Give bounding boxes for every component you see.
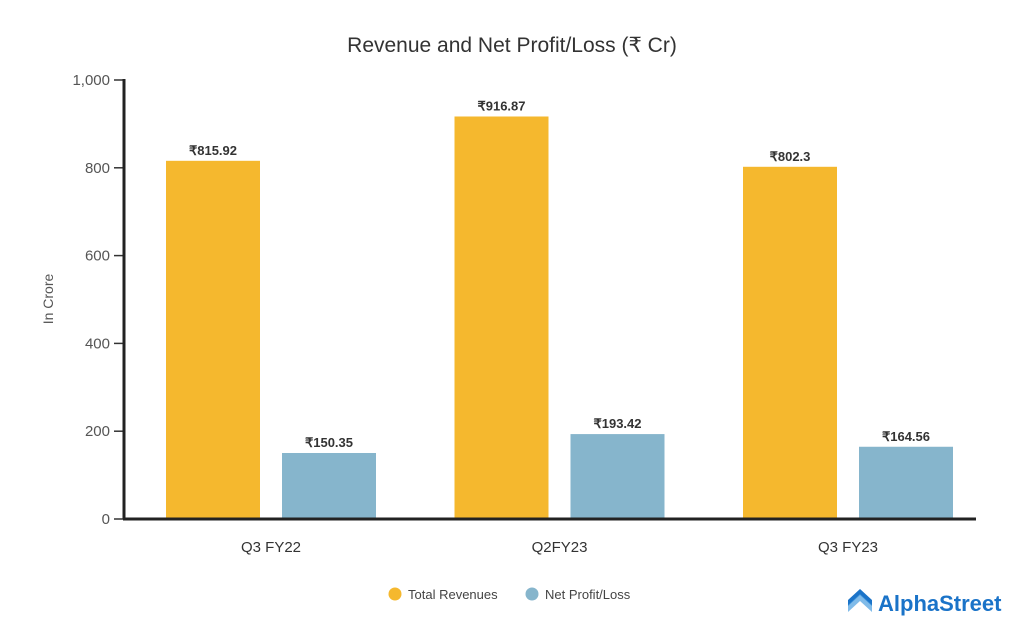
data-label: ₹802.3 bbox=[770, 149, 811, 164]
bar-total-revenues bbox=[743, 166, 837, 520]
bar-net-profit-loss bbox=[570, 434, 665, 519]
chart-title: Revenue and Net Profit/Loss (₹ Cr) bbox=[347, 34, 677, 57]
legend-label: Total Revenues bbox=[408, 587, 498, 602]
bar-total-revenues bbox=[166, 160, 260, 519]
y-tick-label: 1,000 bbox=[72, 72, 110, 89]
data-label: ₹150.35 bbox=[305, 435, 353, 450]
bar-net-profit-loss bbox=[282, 452, 376, 519]
legend: Total Revenues Net Profit/Loss bbox=[388, 587, 631, 602]
alphastreet-logo: AlphaStreet bbox=[848, 589, 1002, 616]
legend-label: Net Profit/Loss bbox=[545, 587, 631, 602]
y-tick-label: 0 bbox=[102, 511, 110, 528]
y-tick-label: 400 bbox=[85, 335, 110, 352]
y-tick-label: 800 bbox=[85, 160, 110, 177]
data-label: ₹815.92 bbox=[189, 143, 237, 158]
data-label: ₹916.87 bbox=[477, 98, 525, 113]
bar-total-revenues bbox=[454, 116, 549, 519]
data-label: ₹164.56 bbox=[882, 429, 930, 444]
x-category-label: Q2FY23 bbox=[532, 539, 588, 556]
y-axis-label: In Crore bbox=[40, 274, 56, 325]
legend-swatch bbox=[525, 587, 539, 601]
x-category-label: Q3 FY23 bbox=[818, 539, 878, 556]
legend-swatch bbox=[388, 587, 402, 601]
bar-net-profit-loss bbox=[859, 446, 953, 519]
data-label: ₹193.42 bbox=[593, 416, 641, 431]
y-tick-label: 600 bbox=[85, 248, 110, 265]
alphastreet-chevron-icon bbox=[848, 589, 872, 612]
x-category-label: Q3 FY22 bbox=[241, 539, 301, 556]
y-tick-label: 200 bbox=[85, 423, 110, 440]
brand-name: AlphaStreet bbox=[878, 591, 1002, 616]
